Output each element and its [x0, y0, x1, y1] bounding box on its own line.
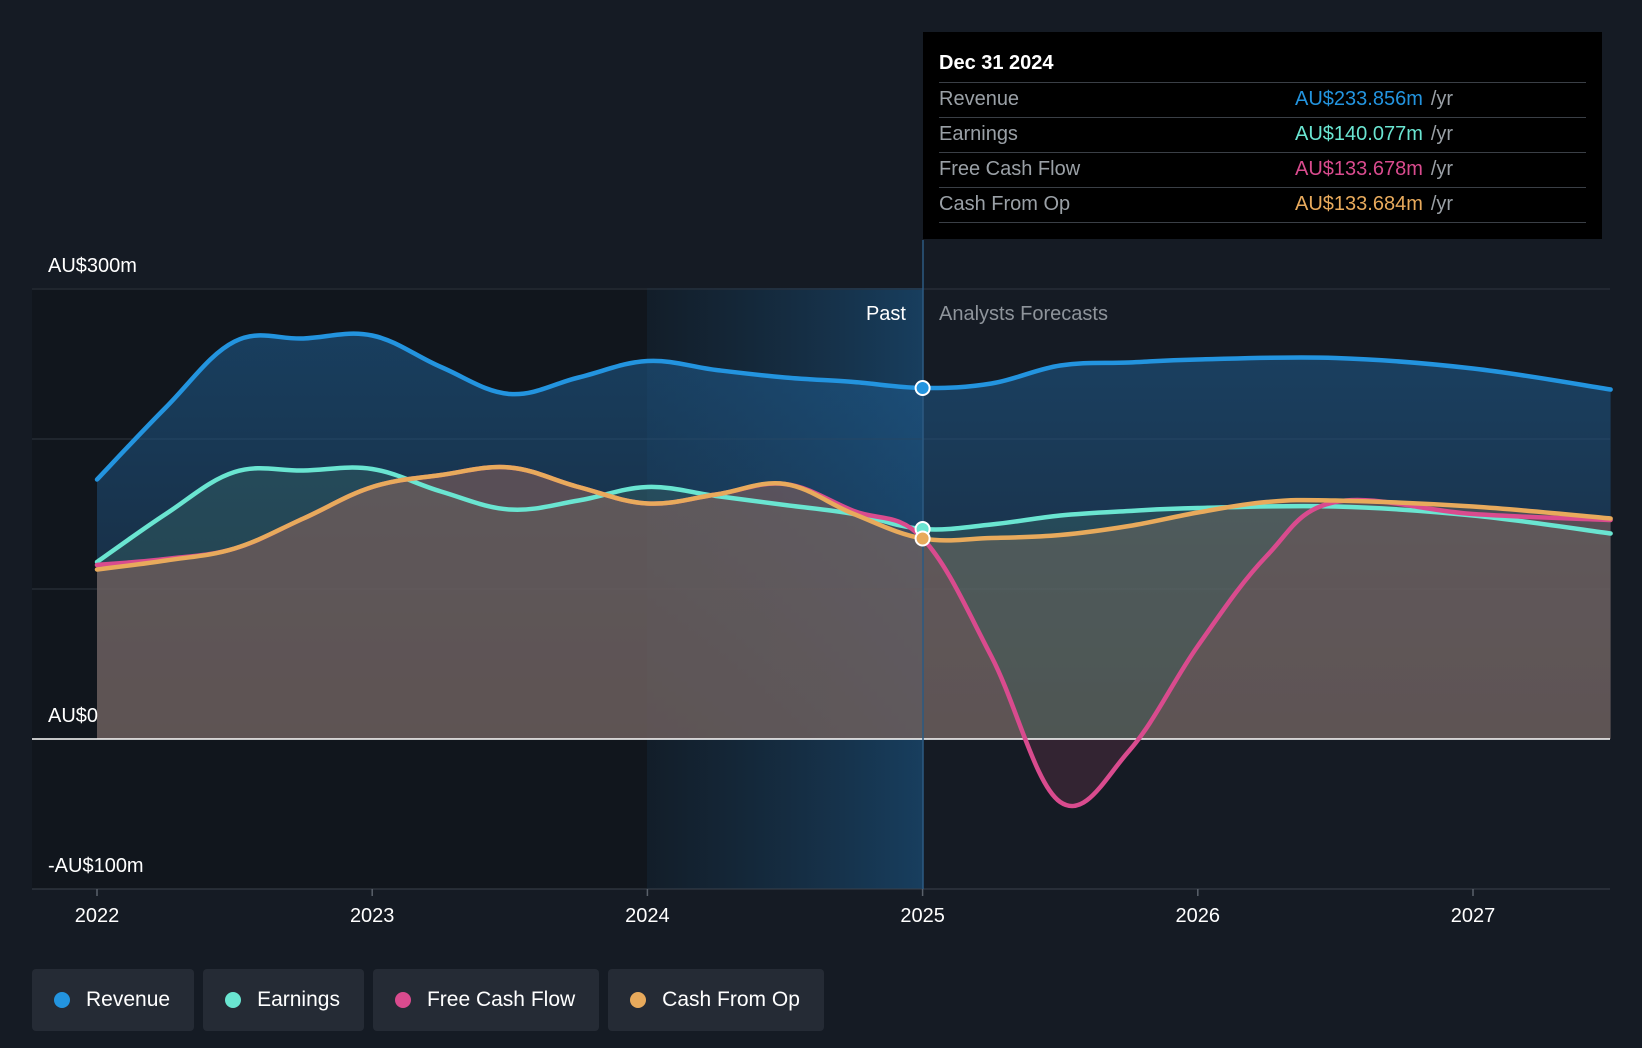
legend-item-cash-from-op[interactable]: Cash From Op — [608, 969, 824, 1031]
legend-label: Cash From Op — [662, 988, 800, 1011]
legend: Revenue Earnings Free Cash Flow Cash From O… — [32, 969, 824, 1031]
tooltip-row-cash-from-op: Cash From Op AU$133.684m/yr — [939, 188, 1586, 223]
tooltip-label: Revenue — [939, 88, 1020, 110]
legend-dot-icon — [394, 992, 411, 1008]
tooltip-unit: /yr — [1430, 123, 1454, 145]
tooltip-value: AU$233.856m — [1295, 88, 1423, 110]
y-label-bottom: -AU$100m — [48, 855, 144, 877]
tooltip-unit: /yr — [1430, 88, 1454, 110]
tooltip-value: AU$133.684m — [1295, 193, 1423, 215]
revenue-marker — [914, 380, 931, 396]
tooltip-date: Dec 31 2024 — [939, 46, 1586, 83]
legend-item-revenue[interactable]: Revenue — [32, 969, 195, 1031]
cash-from-op-area — [97, 467, 1611, 739]
y-label-zero: AU$0 — [48, 705, 98, 727]
tooltip-label: Earnings — [939, 123, 1018, 145]
tooltip-rows: Revenue AU$233.856m/yr Earnings AU$140.077m… — [939, 83, 1586, 223]
tooltip-row-free-cash-flow: Free Cash Flow AU$133.678m/yr — [939, 153, 1586, 188]
tooltip-value: AU$140.077m — [1295, 123, 1423, 145]
legend-dot-icon — [54, 992, 70, 1008]
free-cash-flow-area — [97, 467, 1611, 807]
legend-dot-icon — [630, 992, 647, 1008]
x-axis: 2022 2023 2024 2025 2026 2027 — [75, 889, 1496, 927]
past-label: Past — [866, 303, 906, 325]
cash-from-op-marker — [914, 530, 931, 547]
tooltip-value: AU$133.678m — [1295, 158, 1423, 180]
tooltip-row-revenue: Revenue AU$233.856m/yr — [939, 83, 1586, 118]
legend-label: Revenue — [86, 988, 171, 1011]
legend-label: Earnings — [257, 988, 340, 1011]
legend-item-free-cash-flow[interactable]: Free Cash Flow — [372, 969, 600, 1031]
tooltip-row-earnings: Earnings AU$140.077m/yr — [939, 118, 1586, 153]
tooltip-unit: /yr — [1430, 193, 1454, 215]
series-lines — [94, 331, 1613, 809]
x-tick-label: 2022 — [75, 905, 120, 927]
tooltip-unit: /yr — [1430, 158, 1454, 180]
legend-label: Free Cash Flow — [426, 988, 576, 1011]
revenue-area — [97, 333, 1611, 739]
x-tick-label: 2026 — [1176, 905, 1221, 927]
y-label-top: AU$300m — [48, 255, 137, 277]
series-areas — [32, 333, 1611, 807]
legend-dot-icon — [225, 992, 242, 1008]
x-tick-label: 2024 — [625, 905, 670, 927]
forecast-label: Analysts Forecasts — [939, 303, 1108, 325]
x-tick-label: 2023 — [350, 905, 395, 927]
cash-from-op-line — [94, 464, 1613, 572]
x-tick-label: 2025 — [900, 905, 945, 927]
tooltip: Dec 31 2024 Revenue AU$233.856m/yr Earning… — [923, 32, 1602, 239]
revenue-line — [94, 331, 1613, 482]
x-tick-label: 2027 — [1451, 905, 1496, 927]
tooltip-label: Cash From Op — [939, 193, 1071, 215]
legend-item-earnings[interactable]: Earnings — [203, 969, 364, 1031]
tooltip-label: Free Cash Flow — [939, 158, 1081, 180]
hover-markers — [914, 380, 931, 547]
earnings-area — [97, 467, 1611, 739]
